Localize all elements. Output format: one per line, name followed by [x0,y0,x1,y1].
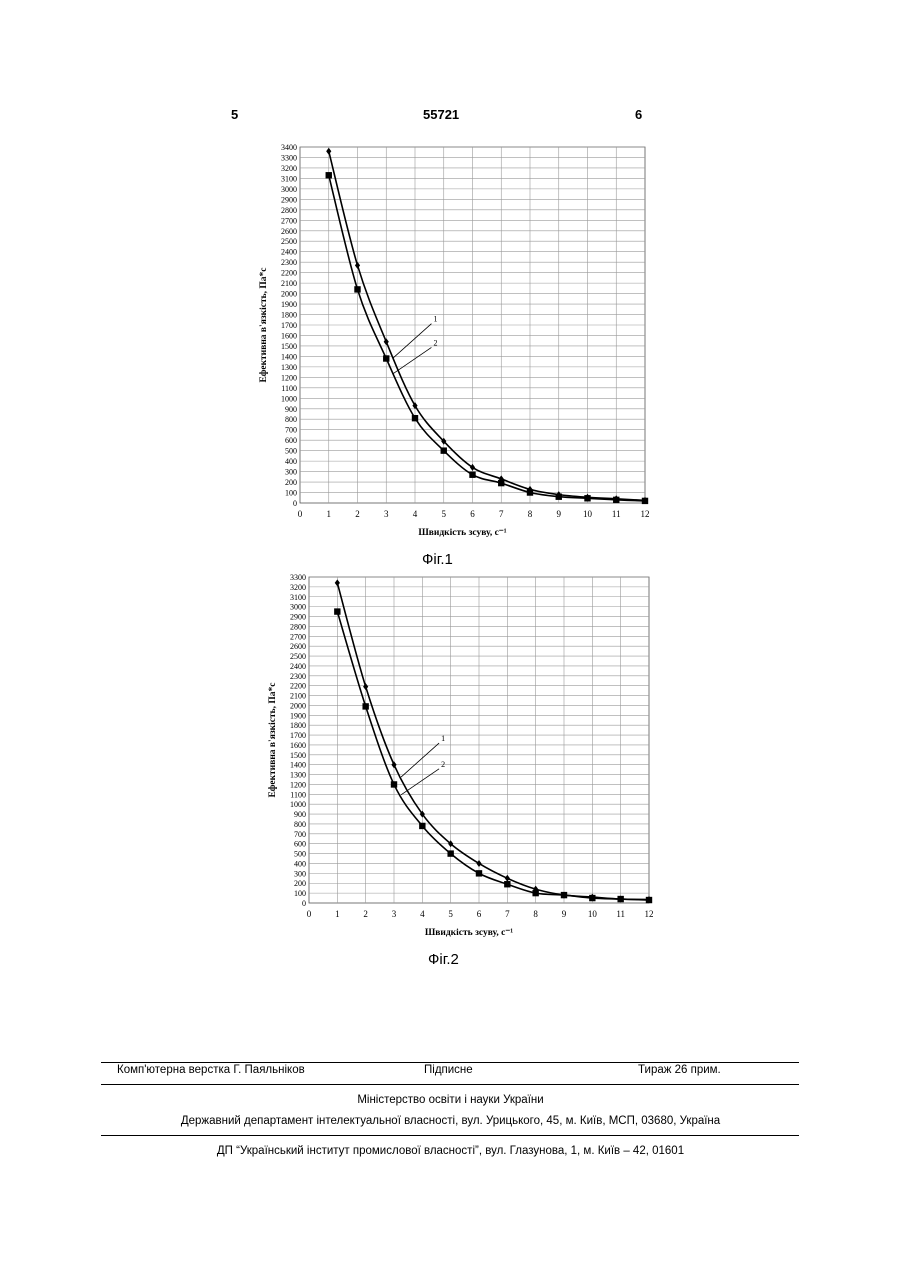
y-tick-label: 800 [294,820,306,829]
series-2-leader [401,769,439,795]
y-tick-label: 1000 [290,800,306,809]
y-tick-label: 2600 [290,642,306,651]
x-tick-label: 5 [448,909,453,919]
series-line-1 [337,583,649,900]
y-tick-label: 200 [294,879,306,888]
footer-layout-credit: Комп'ютерна верстка Г. Паяльніков [117,1064,305,1076]
y-tick-label: 1100 [290,790,306,799]
footer-rule-top [101,1062,799,1063]
y-tick-label: 1400 [290,761,306,770]
y-tick-label: 500 [294,850,306,859]
series-2-point [617,896,623,902]
series-1-label: 1 [441,734,445,743]
x-tick-label: 7 [505,909,510,919]
y-tick-label: 2700 [290,632,306,641]
y-tick-label: 1600 [290,741,306,750]
y-tick-label: 2100 [290,692,306,701]
y-tick-label: 2200 [290,682,306,691]
y-tick-label: 1200 [290,780,306,789]
footer-institute: ДП “Український інститут промислової вла… [0,1145,901,1157]
y-tick-label: 0 [302,899,306,908]
y-tick-label: 100 [294,889,306,898]
series-1-point [476,860,481,867]
y-tick-label: 600 [294,840,306,849]
y-tick-label: 1800 [290,721,306,730]
y-tick-label: 300 [294,869,306,878]
y-tick-label: 3200 [290,583,306,592]
x-axis-label: Швидкість зсуву, с⁻¹ [425,927,513,938]
x-tick-label: 3 [392,909,397,919]
series-2-point [447,850,453,856]
y-tick-label: 1300 [290,771,306,780]
x-tick-label: 9 [562,909,567,919]
x-tick-label: 12 [645,909,654,919]
series-2-point [646,897,652,903]
series-1-point [505,875,510,882]
x-tick-label: 0 [307,909,312,919]
y-tick-label: 2500 [290,652,306,661]
series-2-label: 2 [441,760,445,769]
x-tick-label: 6 [477,909,482,919]
y-tick-label: 3000 [290,603,306,612]
series-2-point [589,895,595,901]
y-tick-label: 2900 [290,613,306,622]
series-2-point [561,892,567,898]
y-tick-label: 1700 [290,731,306,740]
series-1-leader [401,743,439,777]
series-2-point [362,703,368,709]
x-tick-label: 4 [420,909,425,919]
y-tick-label: 3300 [290,573,306,582]
series-1-point [363,683,368,690]
series-2-point [504,881,510,887]
footer-signed: Підписне [424,1064,473,1076]
x-tick-label: 1 [335,909,340,919]
y-tick-label: 700 [294,830,306,839]
footer-rule-middle [101,1084,799,1085]
footer-rule-bottom [101,1135,799,1136]
series-2-point [476,870,482,876]
y-tick-label: 1500 [290,751,306,760]
series-2-point [334,608,340,614]
y-tick-label: 1900 [290,711,306,720]
x-tick-label: 2 [363,909,368,919]
series-1-point [335,579,340,586]
footer-department: Державний департамент інтелектуальної вл… [0,1115,901,1127]
x-tick-label: 10 [588,909,598,919]
y-tick-label: 400 [294,859,306,868]
series-2-point [532,890,538,896]
footer-ministry: Міністерство освіти і науки України [0,1094,901,1106]
y-tick-label: 2800 [290,622,306,631]
x-tick-label: 11 [616,909,625,919]
footer-circulation: Тираж 26 прим. [638,1064,721,1076]
y-tick-label: 2400 [290,662,306,671]
series-2-point [391,781,397,787]
y-tick-label: 3100 [290,593,306,602]
series-line-2 [337,612,649,900]
x-tick-label: 8 [533,909,538,919]
series-2-point [419,823,425,829]
y-tick-label: 900 [294,810,306,819]
y-tick-label: 2000 [290,701,306,710]
figure-2-caption: Фіг.2 [428,951,459,968]
y-tick-label: 2300 [290,672,306,681]
y-axis-label: Ефективна в'язкість, Па*с [267,682,278,797]
